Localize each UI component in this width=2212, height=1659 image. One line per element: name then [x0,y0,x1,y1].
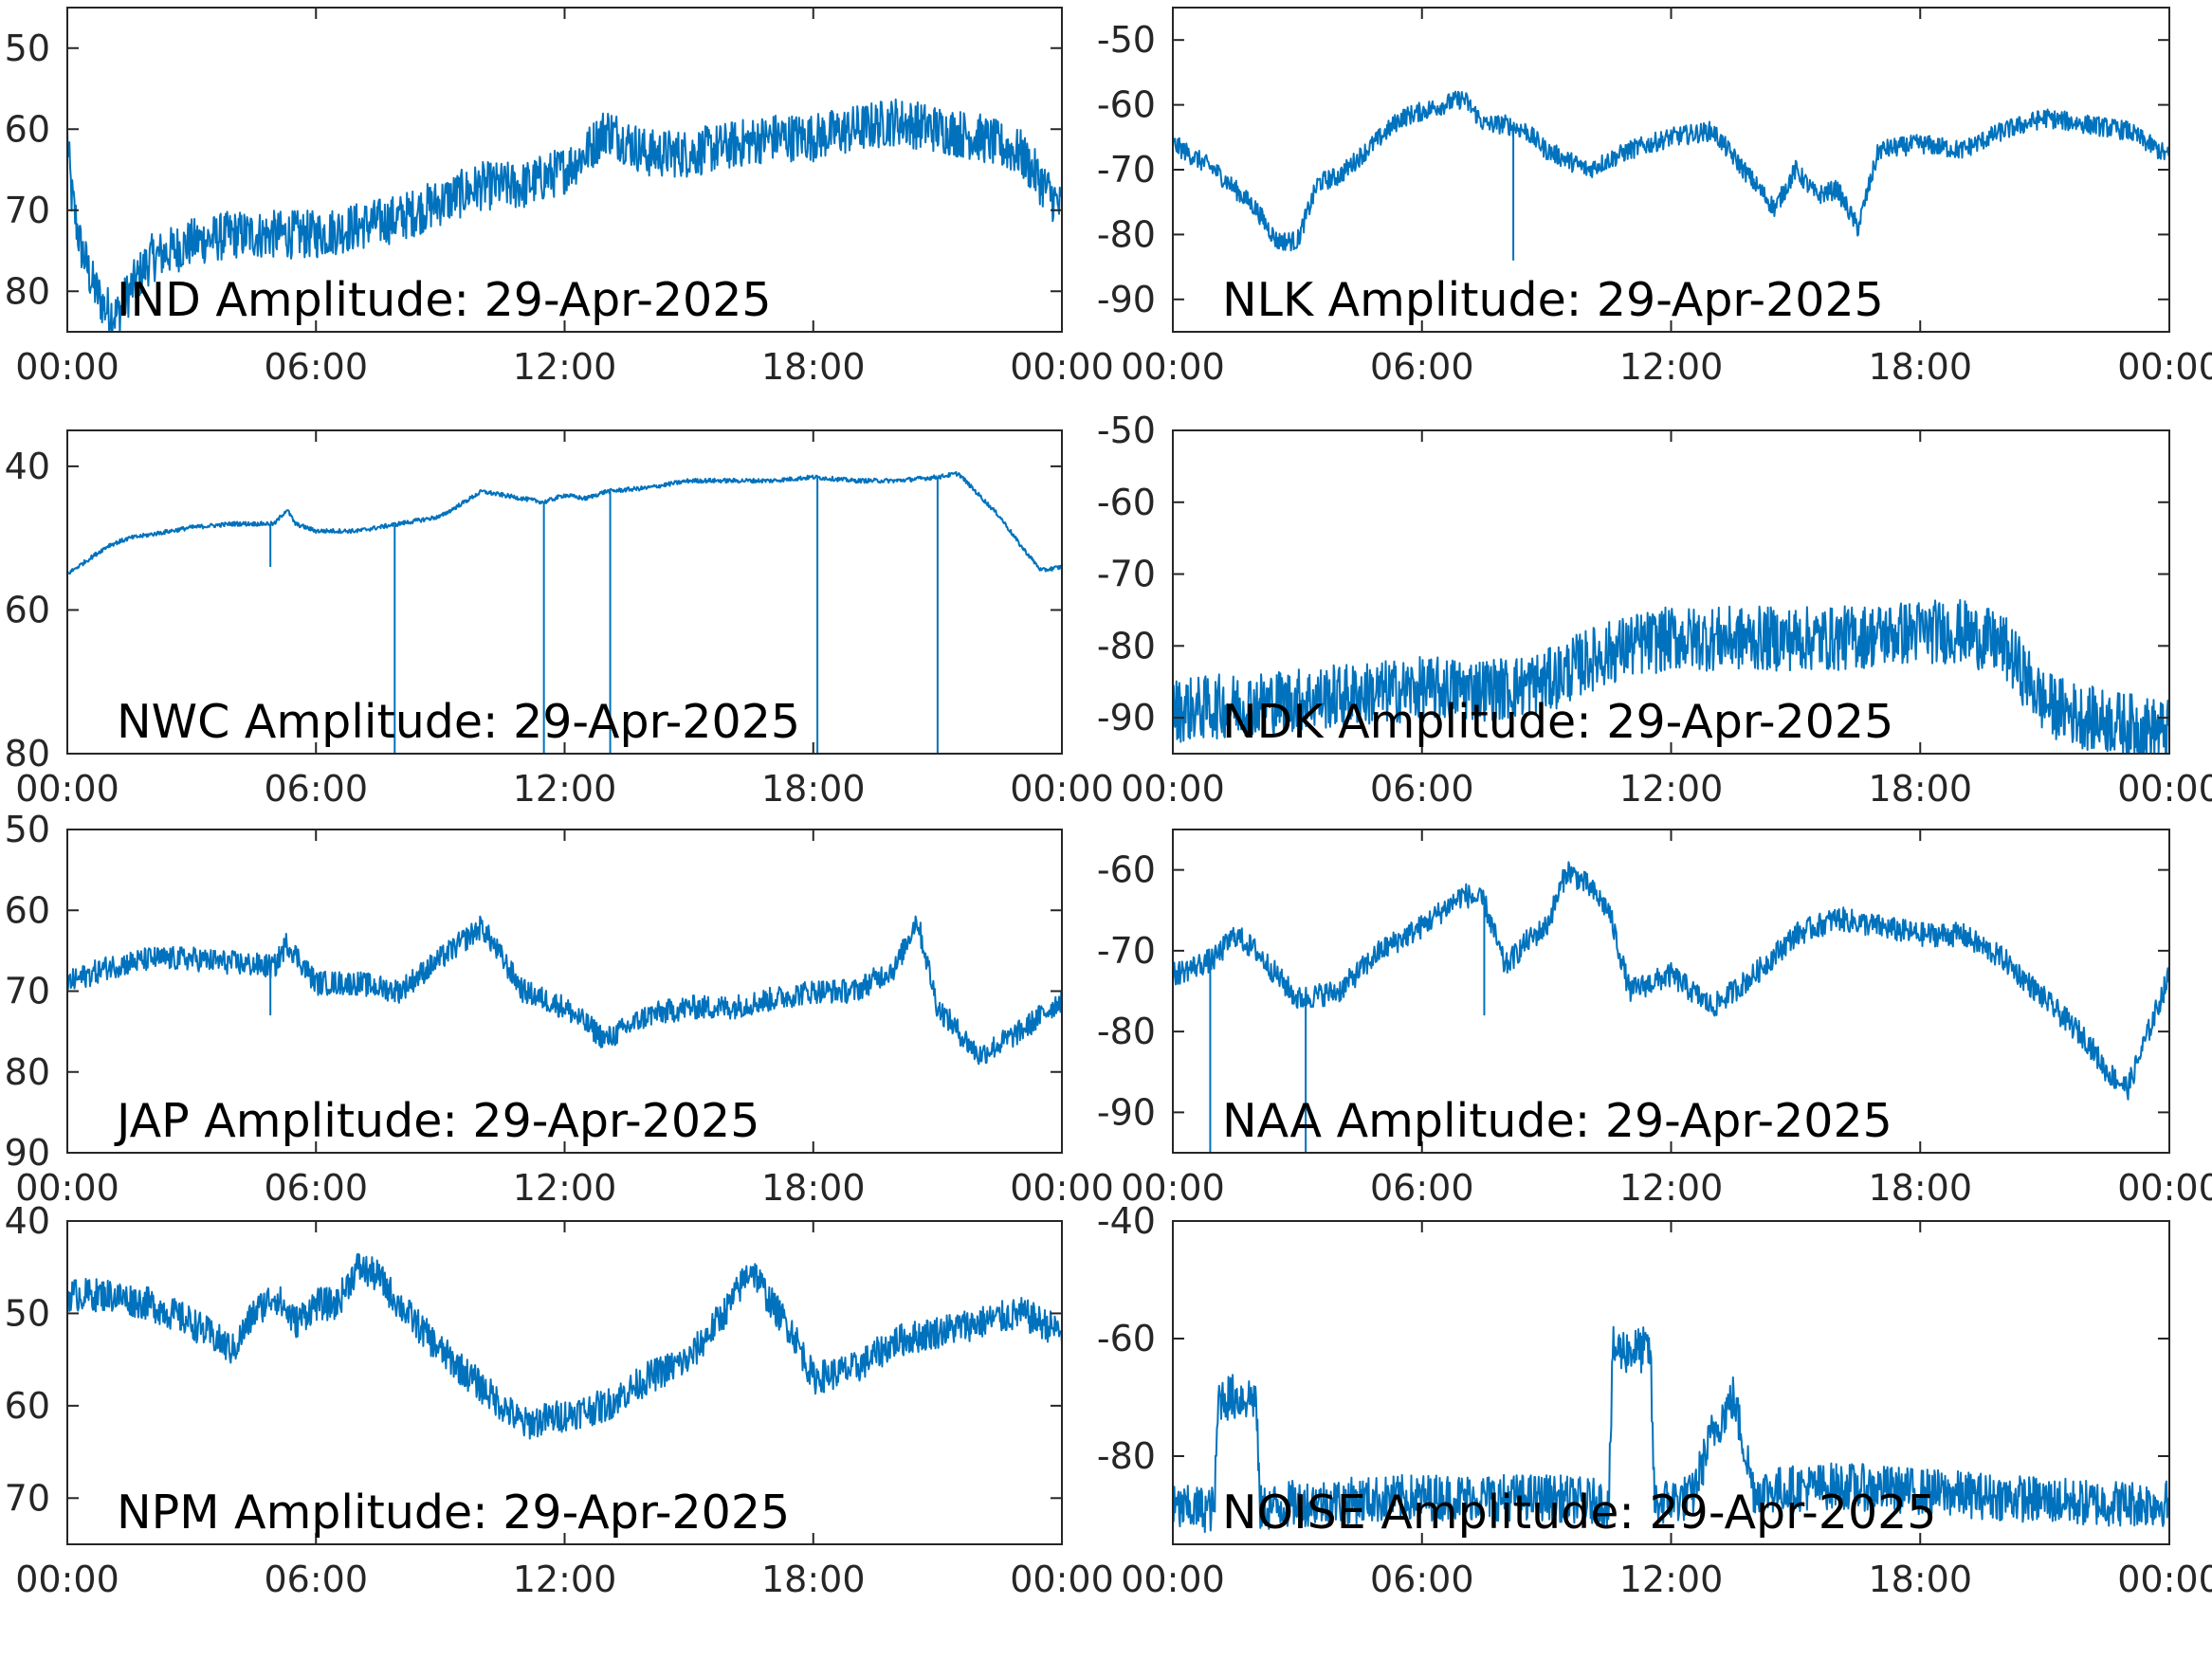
chart-panel-5: 00:00 06:00 12:00 18:00 00:00 -60 -70 -80 -90 NAA… [1097,829,2212,1209]
x-tick-label: 18:00 [761,1167,866,1209]
x-tick-label: 12:00 [513,1167,617,1209]
y-tick-label: -90 [1097,697,1156,738]
y-tick-label: -90 [1097,1091,1156,1133]
x-tick-label: 18:00 [1868,346,1972,388]
y-tick-label: -40 [1097,1200,1156,1242]
x-tick-label: 06:00 [1370,346,1474,388]
x-tick-label: 00:00 [1121,1559,1225,1600]
x-tick-label: 00:00 [15,1559,119,1600]
x-tick-label: 00:00 [1121,346,1225,388]
y-tick-label: 80 [5,1051,50,1093]
x-tick-label: 00:00 [1010,1559,1114,1600]
x-tick-label: 00:00 [1010,346,1114,388]
x-tick-label: 06:00 [264,346,368,388]
y-tick-label: 50 [5,1292,50,1334]
y-tick-label: 60 [5,589,50,630]
chart-panel-1: 00:00 06:00 12:00 18:00 00:00 -50 -60 -70 -80 -90… [1097,7,2212,388]
x-tick-label: 00:00 [2117,1167,2212,1209]
series-line [1173,861,2169,1101]
panel-title: NOISE Amplitude: 29-Apr-2025 [1222,1486,1936,1540]
y-tick-label: 70 [5,971,50,1012]
series-line [67,98,1062,332]
panel-title: JAP Amplitude: 29-Apr-2025 [114,1094,759,1148]
y-tick-label: -70 [1097,149,1156,191]
y-tick-label: -70 [1097,554,1156,595]
series-line [67,1252,1062,1440]
x-tick-label: 06:00 [1370,768,1474,810]
y-tick-label: -60 [1097,482,1156,523]
x-tick-label: 06:00 [264,1167,368,1209]
x-tick-label: 06:00 [1370,1167,1474,1209]
chart-panel-4: 00:00 06:00 12:00 18:00 00:00 50 60 70 80 90 JAP A… [5,809,1114,1209]
y-tick-label: 40 [5,446,50,487]
y-tick-label: 90 [5,1132,50,1174]
panel-title: NDK Amplitude: 29-Apr-2025 [1222,695,1893,749]
x-tick-label: 00:00 [2117,768,2212,810]
y-tick-label: -50 [1097,410,1156,451]
x-tick-label: 06:00 [1370,1559,1474,1600]
y-tick-label: -80 [1097,1011,1156,1052]
x-tick-label: 00:00 [1121,1167,1225,1209]
panel-title: NPM Amplitude: 29-Apr-2025 [117,1486,790,1540]
panel-title: NWC Amplitude: 29-Apr-2025 [117,695,800,749]
x-tick-label: 18:00 [761,1559,866,1600]
y-tick-label: 60 [5,1385,50,1427]
chart-panel-6: 00:00 06:00 12:00 18:00 00:00 40 50 60 70 NPM Amp… [5,1200,1114,1600]
series-line [1173,90,2169,252]
x-tick-label: 18:00 [1868,1167,1972,1209]
x-tick-label: 18:00 [1868,768,1972,810]
panel-title: IND Amplitude: 29-Apr-2025 [117,273,772,327]
y-tick-label: 80 [5,733,50,775]
x-tick-label: 12:00 [1619,346,1724,388]
x-tick-label: 12:00 [1619,768,1724,810]
x-tick-label: 12:00 [1619,1167,1724,1209]
x-tick-label: 12:00 [513,346,617,388]
series-line [1173,598,2169,754]
series-line [1173,1325,2169,1534]
y-tick-label: 50 [5,809,50,850]
x-tick-label: 18:00 [1868,1559,1972,1600]
y-tick-label: -80 [1097,625,1156,666]
x-tick-label: 18:00 [761,768,866,810]
x-tick-label: 00:00 [15,346,119,388]
panel-title: NLK Amplitude: 29-Apr-2025 [1222,273,1884,327]
y-tick-label: -50 [1097,19,1156,61]
x-tick-label: 00:00 [2117,1559,2212,1600]
y-tick-label: 50 [5,27,50,69]
y-tick-label: -60 [1097,849,1156,891]
chart-panel-2: 00:00 06:00 12:00 18:00 00:00 40 60 80 NWC Ampli… [5,429,1114,810]
y-tick-label: 60 [5,889,50,931]
x-tick-label: 00:00 [1121,768,1225,810]
x-tick-label: 12:00 [513,768,617,810]
panel-title: NAA Amplitude: 29-Apr-2025 [1222,1094,1892,1148]
x-tick-label: 12:00 [513,1559,617,1600]
x-tick-label: 00:00 [15,1167,119,1209]
x-tick-label: 06:00 [264,1559,368,1600]
x-tick-label: 06:00 [264,768,368,810]
x-tick-label: 00:00 [1010,768,1114,810]
y-tick-label: -60 [1097,84,1156,126]
y-tick-label: 70 [5,1477,50,1519]
chart-panel-7: 00:00 06:00 12:00 18:00 00:00 -40 -60 -80 NOISE … [1097,1200,2212,1600]
y-tick-label: -80 [1097,1435,1156,1477]
x-tick-label: 00:00 [15,768,119,810]
series-line [67,471,1062,575]
y-tick-label: 40 [5,1200,50,1242]
y-tick-label: 80 [5,270,50,312]
y-tick-label: -90 [1097,279,1156,320]
y-tick-label: 60 [5,108,50,150]
x-tick-label: 00:00 [2117,346,2212,388]
x-tick-label: 00:00 [1010,1167,1114,1209]
x-tick-label: 18:00 [761,346,866,388]
chart-panel-0: 00:00 06:00 12:00 18:00 00:00 50 60 70 80 IND Amp… [5,7,1114,388]
chart-panel-3: 00:00 06:00 12:00 18:00 00:00 -50 -60 -70 -80 -90… [1097,410,2212,810]
x-tick-label: 12:00 [1619,1559,1724,1600]
y-tick-label: 70 [5,190,50,231]
y-tick-label: -70 [1097,930,1156,972]
series-line [67,915,1062,1066]
y-tick-label: -80 [1097,213,1156,255]
y-tick-label: -60 [1097,1318,1156,1359]
